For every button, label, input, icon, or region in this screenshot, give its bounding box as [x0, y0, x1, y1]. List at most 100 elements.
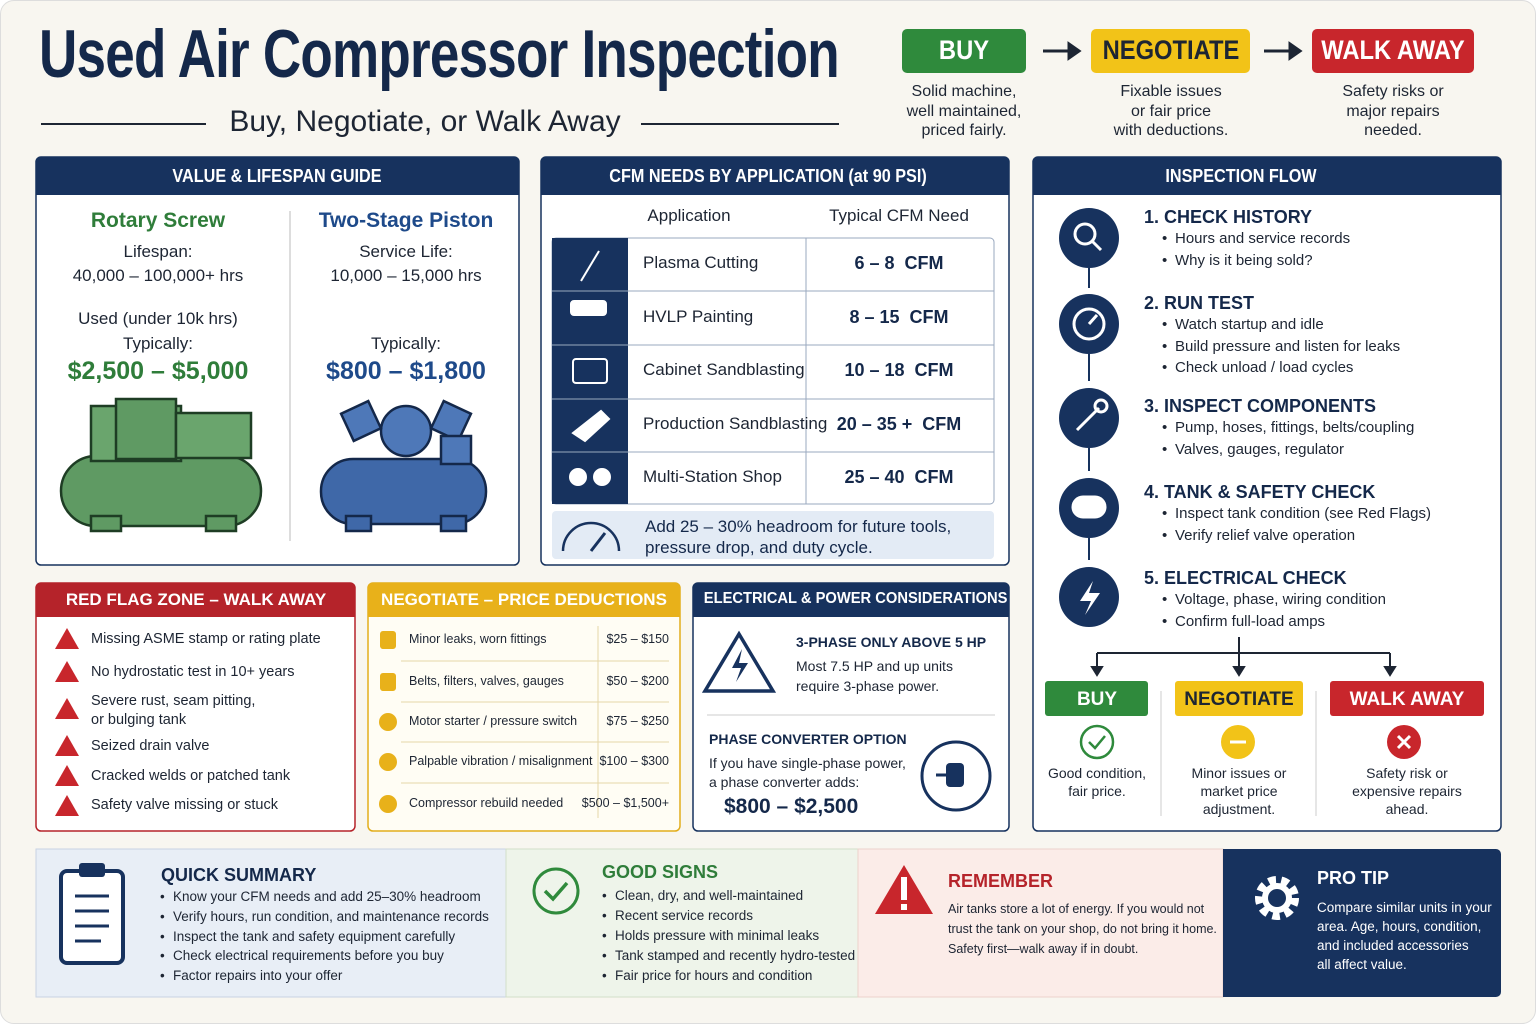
red-flag: Safety valve missing or stuck	[91, 797, 278, 813]
red-flag: Cracked welds or patched tank	[91, 768, 291, 784]
outcome-desc: adjustment.	[1202, 801, 1276, 817]
section-title: PRO TIP	[1317, 868, 1390, 888]
verdict-label: BUY	[938, 35, 990, 65]
red-flag: or bulging tank	[91, 712, 187, 728]
deduction-item: Palpable vibration / misalignment	[409, 754, 593, 768]
type-name: Two-Stage Piston	[318, 209, 494, 232]
step-bullet: • Pump, hoses, fittings, belts/coupling	[1162, 419, 1415, 436]
deduction-price: $100 – $300	[599, 754, 669, 768]
life-value: 40,000 – 100,000+ hrs	[72, 266, 244, 285]
text: If you have single-phase power,	[709, 755, 906, 771]
outcome-label: NEGOTIATE	[1184, 689, 1294, 710]
summary-item: • Factor repairs into your offer	[160, 968, 343, 984]
outcome-desc: market price	[1200, 783, 1278, 799]
deduction-item: Motor starter / pressure switch	[409, 714, 578, 728]
step-bullet: • Verify relief valve operation	[1162, 526, 1356, 544]
outcome-label: WALK AWAY	[1349, 689, 1465, 710]
text: Most 7.5 HP and up units	[796, 658, 953, 674]
verdict-desc: or fair price	[1130, 102, 1212, 120]
cfm-value: 20 – 35 + CFM	[836, 413, 962, 434]
section-title: QUICK SUMMARY	[161, 865, 317, 885]
subtitle: Buy, Negotiate, or Walk Away	[229, 105, 621, 138]
outcome-desc: fair price.	[1068, 783, 1126, 799]
price: $800 – $2,500	[724, 795, 859, 818]
good-sign: • Tank stamped and recently hydro-tested	[602, 948, 856, 963]
text: a phase converter adds:	[709, 774, 860, 790]
good-sign: • Clean, dry, and well-maintained	[602, 888, 804, 903]
life-value: 10,000 – 15,000 hrs	[330, 266, 482, 285]
step-title: 1. CHECK HISTORY	[1144, 207, 1313, 227]
cfm-value: 6 – 8 CFM	[854, 253, 944, 273]
title: Used Air Compressor Inspection	[39, 16, 840, 92]
text: area. Age, hours, condition,	[1317, 919, 1482, 934]
text: require 3-phase power.	[796, 678, 940, 694]
summary-item: • Inspect the tank and safety equipment c…	[160, 928, 456, 944]
red-flag: Severe rust, seam pitting,	[91, 693, 256, 709]
panel-title: RED FLAG ZONE – WALK AWAY	[65, 590, 327, 609]
good-sign: • Recent service records	[602, 908, 754, 923]
section-title: REMEMBER	[948, 871, 1054, 891]
verdict-desc: well maintained,	[906, 102, 1022, 120]
red-flag: Seized drain valve	[91, 738, 210, 754]
verdict-desc: needed.	[1364, 122, 1422, 139]
note: Add 25 – 30% headroom for future tools,	[645, 517, 952, 536]
cfm-value: 8 – 15 CFM	[849, 306, 949, 327]
step-title: 2. RUN TEST	[1144, 293, 1255, 313]
verdict-desc: with deductions.	[1113, 122, 1229, 139]
cfm-value: 25 – 40 CFM	[844, 467, 954, 487]
summary-item: • Verify hours, run condition, and mainte…	[160, 908, 489, 924]
step-bullet: • Build pressure and listen for leaks	[1162, 337, 1401, 355]
text: all affect value.	[1317, 957, 1407, 972]
used-note: Used (under 10k hrs)	[78, 309, 238, 328]
panel-title: CFM NEEDS BY APPLICATION (at 90 PSI)	[609, 166, 927, 186]
verdict-desc: major repairs	[1346, 102, 1440, 120]
verdict-label: WALK AWAY	[1321, 35, 1465, 65]
price: $2,500 – $5,000	[67, 357, 249, 385]
summary-item: • Know your CFM needs and add 25–30% head…	[160, 889, 481, 904]
text: trust the tank on your shop, do not brin…	[948, 922, 1217, 936]
subheading: PHASE CONVERTER OPTION	[709, 731, 907, 747]
outcome-desc: Minor issues or	[1191, 765, 1287, 781]
good-sign: • Holds pressure with minimal leaks	[602, 928, 820, 943]
outcome-label: BUY	[1076, 689, 1118, 710]
column-header: Application	[647, 206, 731, 225]
step-bullet: • Check unload / load cycles	[1162, 359, 1354, 376]
deduction-price: $50 – $200	[606, 674, 669, 688]
step-bullet: • Why is it being sold?	[1162, 251, 1313, 269]
column-header: Typical CFM Need	[829, 206, 969, 225]
good-sign: • Fair price for hours and condition	[602, 968, 813, 983]
red-flag: No hydrostatic test in 10+ years	[91, 664, 295, 680]
cfm-value: 10 – 18 CFM	[844, 360, 954, 380]
step-bullet: • Watch startup and idle	[1162, 316, 1324, 333]
application: Multi-Station Shop	[643, 467, 782, 486]
step-title: 4. TANK & SAFETY CHECK	[1144, 482, 1376, 502]
section-title: GOOD SIGNS	[602, 862, 719, 882]
application: Plasma Cutting	[643, 253, 759, 272]
deduction-price: $25 – $150	[606, 632, 669, 646]
verdict-desc: priced fairly.	[921, 122, 1007, 139]
step-title: 5. ELECTRICAL CHECK	[1144, 568, 1347, 588]
application: HVLP Painting	[643, 306, 754, 326]
outcome-desc: expensive repairs	[1352, 783, 1462, 799]
outcome-desc: Safety risk or	[1366, 765, 1448, 781]
outcome-desc: ahead.	[1385, 801, 1429, 817]
verdict-label: NEGOTIATE	[1102, 35, 1240, 65]
red-flag: Missing ASME stamp or rating plate	[91, 631, 321, 647]
deduction-item: Belts, filters, valves, gauges	[409, 674, 564, 688]
subheading: 3-PHASE ONLY ABOVE 5 HP	[796, 634, 987, 650]
type-name: Rotary Screw	[90, 209, 226, 232]
life-label: Service Life:	[359, 242, 453, 261]
deduction-price: $75 – $250	[606, 714, 669, 728]
step-bullet: • Voltage, phase, wiring condition	[1162, 591, 1386, 608]
text: Compare similar units in your	[1317, 900, 1492, 915]
verdict-desc: Safety risks or	[1342, 83, 1444, 100]
panel-title: ELECTRICAL & POWER CONSIDERATIONS	[703, 590, 1008, 607]
text: Safety first—walk away if in doubt.	[948, 942, 1139, 956]
step-bullet: • Valves, gauges, regulator	[1162, 440, 1344, 458]
typical-label: Typically:	[123, 334, 193, 353]
text: Air tanks store a lot of energy. If you …	[948, 902, 1205, 916]
step-bullet: • Inspect tank condition (see Red Flags)	[1162, 505, 1431, 522]
life-label: Lifespan:	[123, 242, 193, 261]
